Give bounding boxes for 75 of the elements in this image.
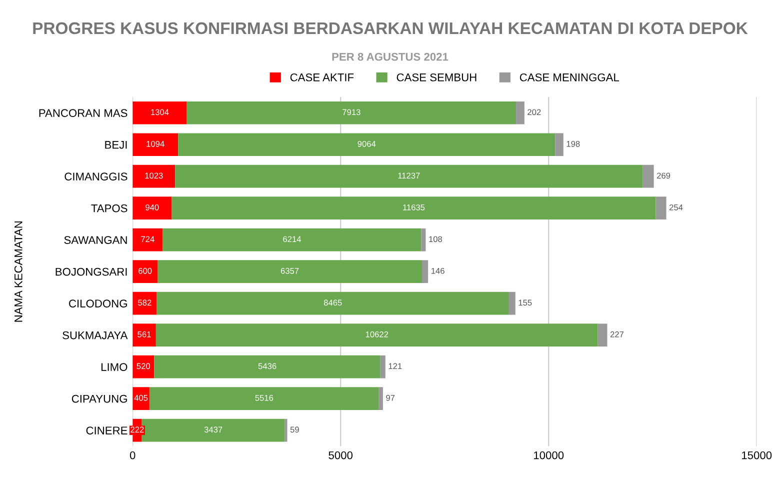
bar: [284, 418, 288, 442]
data-label: 10622: [366, 331, 388, 338]
data-label: 254: [669, 204, 683, 210]
bar: [162, 228, 422, 252]
y-tick-label: BOJONGSARI: [56, 268, 127, 276]
data-label: 724: [141, 236, 154, 242]
data-label: 1094: [146, 140, 164, 147]
bar: [598, 324, 608, 347]
legend-label: CASE SEMBUH: [396, 73, 476, 82]
y-tick-label: SAWANGAN: [64, 236, 127, 244]
bar: [175, 164, 643, 188]
data-label: 561: [138, 331, 151, 338]
data-label: 202: [528, 109, 541, 116]
bar: [154, 355, 380, 378]
bar: [555, 133, 564, 156]
data-label: 600: [138, 268, 152, 274]
legend-label: CASE MENINGGAL: [520, 73, 620, 82]
chart-title: PROGRES KASUS KONFIRMASI BERDASARKAN WILAYAH KECAMATAN DI KOTA DEPOK: [33, 22, 748, 34]
data-label: 7913: [342, 109, 360, 116]
bar: [178, 133, 556, 156]
bar: [422, 260, 428, 284]
data-label: 1304: [151, 109, 169, 116]
data-label: 3437: [204, 426, 222, 433]
data-label: 227: [610, 331, 624, 338]
data-label: 146: [432, 268, 444, 274]
data-label: 198: [566, 140, 580, 147]
data-label: 59: [290, 426, 299, 433]
y-tick-label: LIMO: [101, 363, 128, 371]
y-axis-title: NAMA KECAMATAN: [14, 221, 22, 322]
data-label: 940: [146, 204, 159, 210]
bar: [516, 101, 524, 124]
data-label: 222: [130, 426, 144, 432]
data-label: 582: [138, 300, 152, 306]
bar: [642, 164, 654, 188]
x-tick-label: 10000: [534, 451, 564, 460]
x-tick-label: 5000: [328, 451, 353, 460]
data-label: 155: [518, 300, 532, 306]
y-tick-label: TAPOS: [91, 204, 128, 212]
data-label: 5516: [255, 394, 274, 401]
y-tick-label: SUKMAJAYA: [62, 331, 128, 340]
data-label: 269: [657, 172, 670, 179]
y-tick-label: CINERE: [86, 426, 128, 434]
chart-subtitle: PER 8 AGUSTUS 2021: [332, 52, 448, 61]
y-tick-label: PANCORAN MAS: [39, 109, 128, 118]
data-label: 11237: [398, 172, 420, 179]
legend-label: CASE AKTIF: [290, 73, 354, 82]
data-label: 6357: [280, 268, 299, 274]
bar: [158, 260, 422, 284]
data-label: 121: [388, 363, 402, 369]
bar: [186, 101, 516, 124]
data-label: 6214: [283, 236, 301, 242]
data-label: 97: [386, 394, 395, 401]
data-label: 405: [134, 394, 148, 401]
y-tick-label: CIMANGGIS: [64, 172, 128, 180]
y-tick-label: BEJI: [105, 141, 127, 149]
bar: [156, 292, 509, 315]
data-label: 8465: [324, 300, 342, 306]
data-label: 11635: [403, 204, 425, 210]
bar: [421, 228, 426, 252]
data-label: 5436: [258, 363, 276, 370]
bar: [508, 292, 516, 315]
data-label: 520: [136, 363, 150, 370]
bar: [156, 324, 598, 347]
data-label: 1023: [145, 172, 163, 179]
bar: [149, 387, 379, 410]
bar: [378, 387, 383, 410]
y-tick-label: CILODONG: [69, 300, 127, 308]
bar: [656, 196, 666, 220]
y-tick-label: CIPAYUNG: [72, 394, 127, 403]
bar: [380, 355, 386, 378]
x-tick-label: 15000: [742, 451, 772, 460]
data-label: 9064: [358, 140, 376, 147]
bar: [172, 196, 656, 220]
data-label: 108: [429, 236, 442, 242]
x-tick-label: 0: [130, 451, 136, 460]
